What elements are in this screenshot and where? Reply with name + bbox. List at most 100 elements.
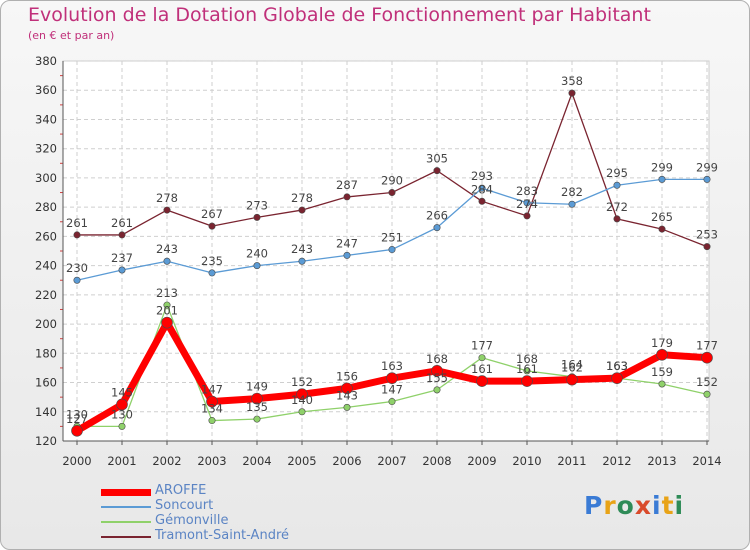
data-point-tramont-saint-andr-: [208, 222, 216, 230]
data-point-g-monville: [208, 417, 216, 425]
data-label-tramont-saint-andr-: 253: [696, 228, 718, 242]
data-label-tramont-saint-andr-: 287: [336, 178, 358, 192]
data-point-soncourt: [433, 224, 441, 232]
data-label-g-monville: 130: [66, 407, 88, 421]
data-label-aroffe: 177: [696, 339, 718, 353]
data-label-aroffe: 163: [606, 359, 628, 373]
legend-swatch: [101, 506, 151, 508]
data-label-soncourt: 230: [66, 261, 88, 275]
y-tick-label: 280: [35, 200, 57, 214]
data-point-tramont-saint-andr-: [343, 193, 351, 201]
chart-title: Evolution de la Dotation Globale de Fonc…: [28, 4, 651, 26]
data-point-tramont-saint-andr-: [298, 206, 306, 214]
data-label-g-monville: 177: [471, 339, 493, 353]
data-label-soncourt: 283: [516, 184, 538, 198]
logo-letter: x: [634, 491, 652, 520]
data-label-tramont-saint-andr-: 290: [381, 174, 403, 188]
data-point-aroffe: [521, 375, 533, 387]
x-tick-label: 2006: [332, 454, 361, 468]
data-label-soncourt: 243: [291, 242, 313, 256]
data-point-soncourt: [703, 175, 711, 183]
logo-letter: t: [661, 491, 675, 520]
data-label-g-monville: 168: [516, 352, 538, 366]
data-point-aroffe: [431, 365, 443, 377]
data-label-soncourt: 235: [201, 254, 223, 268]
logo-letter: i: [674, 491, 685, 520]
data-point-soncourt: [118, 266, 126, 274]
x-tick-label: 2002: [152, 454, 181, 468]
data-label-aroffe: 179: [651, 336, 673, 350]
data-point-soncourt: [388, 246, 396, 254]
data-label-tramont-saint-andr-: 278: [291, 191, 313, 205]
y-tick-label: 320: [35, 142, 57, 156]
data-label-soncourt: 243: [156, 242, 178, 256]
data-label-soncourt: 266: [426, 209, 448, 223]
y-tick-label: 300: [35, 171, 57, 185]
data-point-tramont-saint-andr-: [523, 212, 531, 220]
data-point-g-monville: [658, 380, 666, 388]
data-point-g-monville: [433, 386, 441, 394]
data-point-soncourt: [658, 175, 666, 183]
x-tick-label: 2011: [557, 454, 586, 468]
data-point-soncourt: [343, 251, 351, 259]
data-label-tramont-saint-andr-: 267: [201, 207, 223, 221]
data-point-g-monville: [298, 408, 306, 416]
logo-letter: P: [584, 491, 604, 520]
data-point-aroffe: [476, 375, 488, 387]
proxiti-logo: Proxiti: [584, 491, 684, 520]
x-tick-label: 2013: [647, 454, 676, 468]
data-label-aroffe: 147: [201, 383, 223, 397]
data-label-soncourt: 240: [246, 247, 268, 261]
data-label-g-monville: 213: [156, 286, 178, 300]
data-point-aroffe: [701, 351, 713, 364]
x-tick-label: 2005: [287, 454, 316, 468]
data-point-g-monville: [253, 415, 261, 423]
x-tick-label: 2004: [242, 454, 271, 468]
data-label-aroffe: 161: [516, 362, 538, 376]
x-tick-label: 2008: [422, 454, 451, 468]
data-label-aroffe: 163: [381, 359, 403, 373]
y-tick-label: 140: [35, 405, 57, 419]
logo-letter: r: [603, 491, 617, 520]
data-point-g-monville: [478, 354, 486, 362]
data-label-tramont-saint-andr-: 265: [651, 210, 673, 224]
y-tick-label: 160: [35, 376, 57, 390]
legend-label: Soncourt: [155, 498, 214, 513]
data-point-tramont-saint-andr-: [613, 215, 621, 223]
data-point-tramont-saint-andr-: [163, 206, 171, 214]
data-label-aroffe: 127: [66, 412, 88, 426]
x-tick-label: 2001: [107, 454, 136, 468]
data-label-g-monville: 152: [696, 375, 718, 389]
legend-label: Gémonville: [155, 513, 229, 528]
data-point-soncourt: [478, 184, 486, 192]
data-point-g-monville: [163, 301, 171, 309]
legend-swatch: [101, 488, 151, 496]
data-label-g-monville: 147: [381, 383, 403, 397]
data-point-aroffe: [161, 316, 173, 329]
data-label-soncourt: 282: [561, 185, 583, 199]
data-label-g-monville: 140: [291, 393, 313, 407]
data-point-tramont-saint-andr-: [433, 167, 441, 175]
data-label-aroffe: 168: [426, 352, 448, 366]
data-label-tramont-saint-andr-: 272: [606, 200, 628, 214]
legend-label: Tramont-Saint-André: [155, 528, 289, 543]
y-tick-label: 360: [35, 83, 57, 97]
data-label-aroffe: 145: [111, 385, 133, 399]
data-point-soncourt: [523, 199, 531, 207]
data-label-aroffe: 201: [156, 304, 178, 318]
data-label-aroffe: 152: [291, 375, 313, 389]
data-label-tramont-saint-andr-: 274: [516, 197, 538, 211]
y-tick-label: 120: [35, 434, 57, 448]
legend-swatch: [101, 536, 151, 538]
data-point-aroffe: [116, 398, 128, 411]
x-tick-label: 2012: [602, 454, 631, 468]
data-label-soncourt: 295: [606, 166, 628, 180]
data-point-aroffe: [71, 424, 83, 437]
legend-swatch: [101, 521, 151, 523]
data-point-soncourt: [163, 257, 171, 265]
data-label-g-monville: 163: [606, 359, 628, 373]
data-point-g-monville: [118, 422, 126, 430]
data-point-g-monville: [703, 390, 711, 398]
data-point-soncourt: [73, 276, 81, 284]
